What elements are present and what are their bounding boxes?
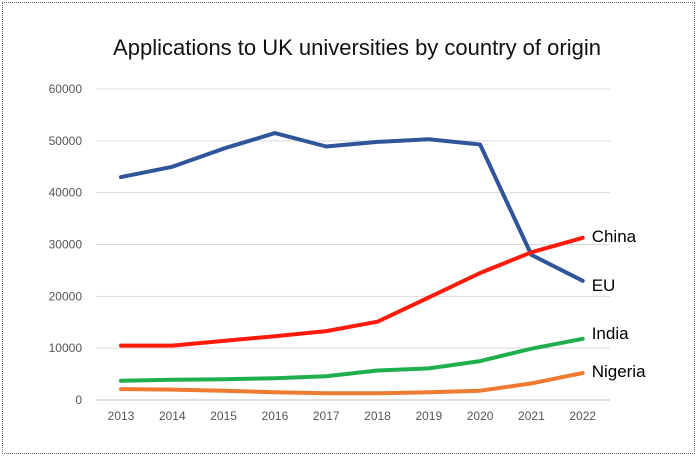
series-line-india xyxy=(119,336,585,383)
x-tick-label: 2014 xyxy=(159,409,186,423)
y-tick-label: 40000 xyxy=(49,186,83,200)
y-tick-label: 50000 xyxy=(49,134,83,148)
series-label-india: India xyxy=(592,324,629,343)
series-lines xyxy=(119,131,585,396)
y-tick-label: 0 xyxy=(75,393,82,407)
x-tick-label: 2020 xyxy=(467,409,494,423)
x-tick-label: 2016 xyxy=(262,409,289,423)
series-label-nigeria: Nigeria xyxy=(592,362,646,381)
x-tick-label: 2018 xyxy=(364,409,391,423)
y-tick-label: 10000 xyxy=(49,341,83,355)
series-labels: EU China India Nigeria xyxy=(592,227,646,381)
x-tick-label: 2013 xyxy=(108,409,135,423)
chart-title: Applications to UK universities by count… xyxy=(113,35,601,60)
grid xyxy=(96,88,610,401)
y-axis-ticks: 0 10000 20000 30000 40000 50000 60000 xyxy=(49,82,83,407)
x-tick-label: 2015 xyxy=(210,409,237,423)
y-tick-label: 30000 xyxy=(49,238,83,252)
y-tick-label: 20000 xyxy=(49,289,83,303)
x-tick-label: 2017 xyxy=(313,409,340,423)
x-axis-ticks: 2013 2014 2015 2016 2017 2018 2019 2020 2021 2022 xyxy=(108,409,597,423)
series-label-china: China xyxy=(592,227,637,246)
series-label-eu: EU xyxy=(592,276,616,295)
series-line-eu xyxy=(119,131,585,283)
series-line-china xyxy=(119,235,585,348)
x-tick-label: 2021 xyxy=(518,409,545,423)
x-tick-label: 2022 xyxy=(569,409,596,423)
x-tick-label: 2019 xyxy=(415,409,442,423)
series-line-nigeria xyxy=(119,371,585,396)
y-tick-label: 60000 xyxy=(49,82,83,96)
chart-frame xyxy=(2,2,695,454)
